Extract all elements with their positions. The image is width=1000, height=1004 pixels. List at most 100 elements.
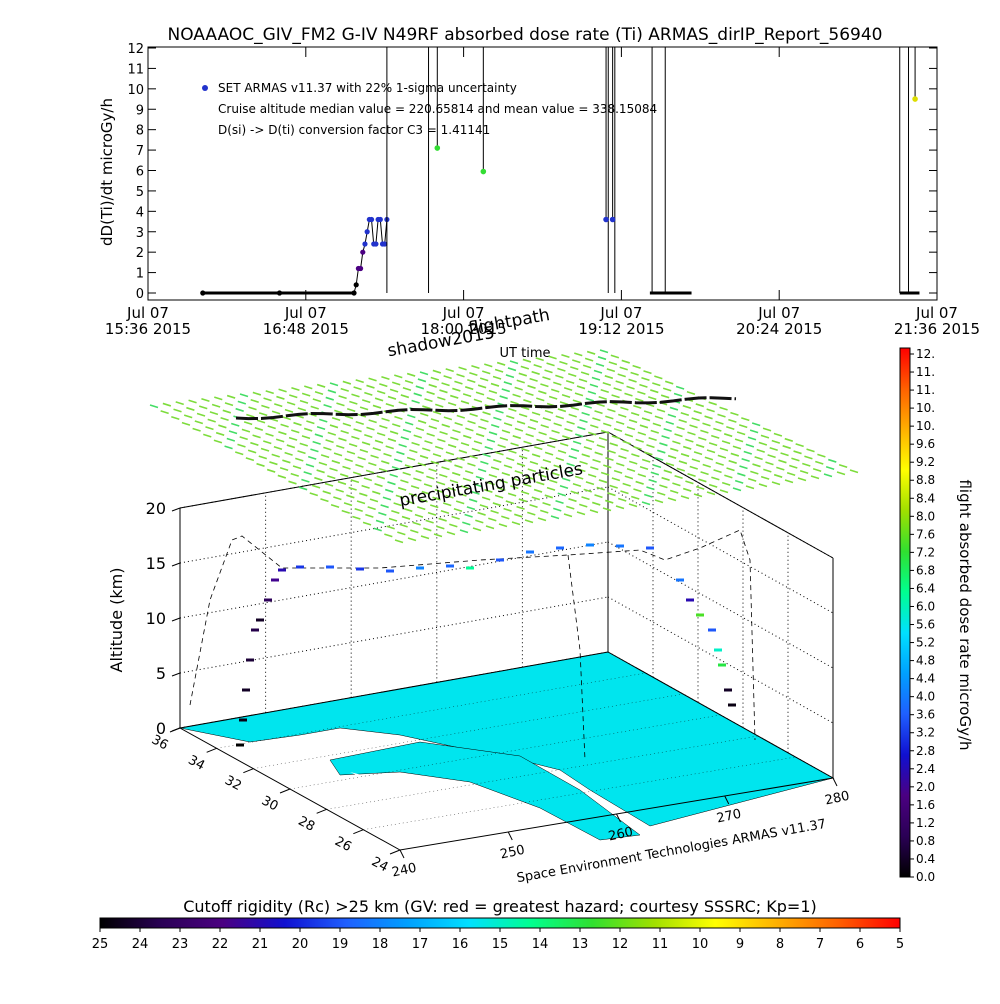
- dose-highlight-point: [912, 96, 918, 102]
- particle-arrow: [771, 439, 781, 444]
- particle-arrow: [341, 509, 350, 514]
- particle-arrow: [536, 481, 545, 486]
- particle-arrow: [366, 426, 375, 431]
- particle-arrow: [226, 394, 236, 399]
- particle-arrow: [531, 411, 541, 416]
- dose-highlight-point: [434, 145, 441, 151]
- particle-arrow: [462, 393, 472, 398]
- particle-arrow: [424, 398, 433, 403]
- particle-arrow: [349, 400, 358, 405]
- particle-arrow: [394, 374, 403, 379]
- lat-tick-label: 26: [332, 834, 354, 855]
- particle-arrow: [368, 377, 377, 382]
- particle-arrow: [615, 505, 625, 510]
- particle-arrow: [488, 517, 497, 522]
- particle-arrow: [650, 389, 659, 394]
- particle-arrow: [395, 494, 405, 499]
- y-axis-label: dD(Ti)/dt microGy/h: [98, 98, 116, 246]
- particle-arrow: [685, 480, 694, 485]
- particle-arrow: [263, 397, 272, 402]
- particle-arrow: [171, 415, 180, 421]
- particle-arrow: [381, 460, 390, 465]
- lat-tick: [316, 808, 327, 814]
- particle-arrow: [472, 527, 482, 532]
- particle-arrow: [335, 488, 344, 493]
- particle-arrow: [292, 465, 302, 470]
- particle-arrow: [599, 349, 609, 354]
- particle-arrow: [531, 370, 540, 375]
- particle-arrow: [433, 533, 443, 538]
- particle-arrow: [667, 413, 677, 418]
- particle-arrow: [659, 484, 668, 489]
- particle-arrow: [680, 411, 690, 416]
- particle-arrow: [618, 413, 627, 418]
- particle-arrow: [687, 431, 696, 436]
- particle-arrow: [695, 443, 705, 448]
- particle-arrow: [624, 433, 634, 438]
- particle-arrow: [769, 446, 778, 451]
- particle-arrow: [628, 378, 637, 383]
- particle-arrow: [399, 523, 408, 528]
- particle-arrow: [412, 521, 421, 526]
- particle-arrow: [557, 367, 566, 372]
- particle-arrow: [691, 417, 700, 422]
- particle-arrow: [175, 401, 184, 406]
- footer-credit: Space Environment Technologies ARMAS v11…: [516, 817, 828, 886]
- particle-arrow: [346, 407, 356, 412]
- particle-arrow: [406, 456, 416, 461]
- particle-arrow: [702, 422, 711, 427]
- particle-arrow: [723, 433, 733, 438]
- particle-arrow: [555, 500, 564, 505]
- colorbar-right-tick-label: 0.0: [916, 870, 935, 884]
- particle-arrow: [450, 436, 459, 441]
- particle-arrow: [542, 501, 551, 507]
- particle-arrow: [453, 508, 463, 513]
- particle-arrow: [633, 488, 642, 493]
- particle-arrow: [582, 364, 592, 369]
- colorbar-right-tick-label: 11.: [916, 365, 935, 379]
- particle-arrow: [454, 464, 463, 469]
- colorbar-right-tick-label: 12.: [916, 347, 935, 361]
- particle-arrow: [527, 468, 536, 473]
- particle-arrow: [702, 463, 711, 468]
- particle-arrow: [475, 433, 485, 438]
- particle-arrow: [365, 513, 374, 518]
- particle-arrow: [630, 371, 639, 376]
- particle-arrow: [237, 443, 246, 448]
- flight-point: [616, 544, 624, 548]
- particle-arrow: [518, 498, 528, 503]
- particle-arrow: [849, 469, 859, 474]
- particle-arrow: [413, 434, 422, 439]
- particle-arrow: [295, 457, 304, 462]
- particle-arrow: [529, 377, 538, 382]
- colorbar-right-tick-label: 9.6: [916, 437, 935, 451]
- particle-arrow: [391, 509, 400, 515]
- particle-arrow: [763, 468, 772, 473]
- particle-arrow: [246, 413, 255, 418]
- particle-arrow: [486, 438, 496, 443]
- particle-arrow: [574, 392, 584, 397]
- particle-arrow: [297, 407, 307, 412]
- particle-arrow: [538, 431, 547, 436]
- z-tick-label: 5: [156, 664, 166, 683]
- colorbar-bottom-tick-label: 14: [532, 937, 549, 952]
- particle-arrow: [622, 482, 631, 487]
- particle-arrow: [387, 395, 397, 400]
- particle-arrow: [363, 477, 373, 482]
- particle-arrow: [374, 483, 383, 488]
- particle-arrow: [630, 495, 640, 500]
- particle-arrow: [531, 496, 541, 501]
- particle-arrow: [447, 401, 457, 406]
- particle-arrow: [309, 492, 319, 497]
- particle-arrow: [503, 422, 513, 427]
- particle-arrow: [477, 468, 487, 473]
- particle-arrow: [607, 492, 616, 497]
- particle-arrow: [765, 461, 774, 466]
- lat-tick: [279, 788, 291, 794]
- particle-arrow: [605, 415, 614, 420]
- particle-arrow: [590, 466, 599, 471]
- particle-arrow: [732, 487, 742, 492]
- particle-arrow: [422, 447, 431, 452]
- particle-arrow: [503, 381, 513, 386]
- particle-arrow: [469, 455, 478, 460]
